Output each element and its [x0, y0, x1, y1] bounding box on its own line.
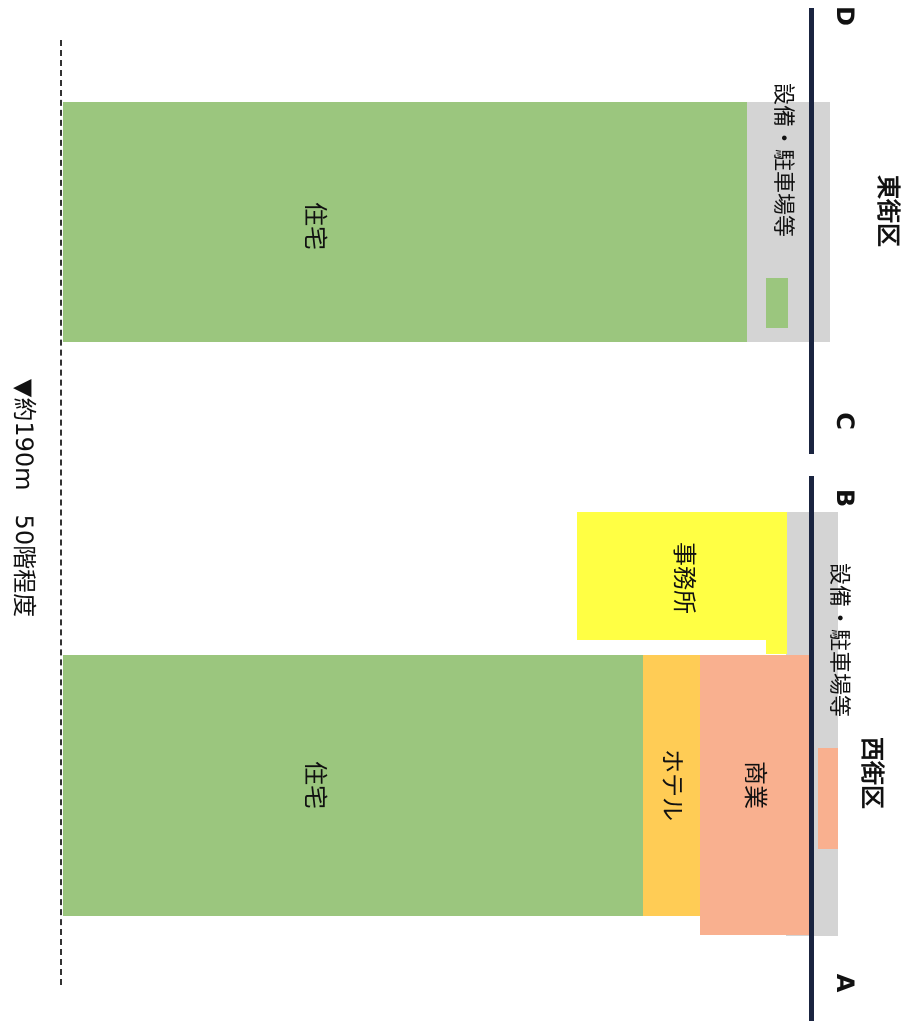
- point-b-label: B: [831, 488, 859, 508]
- east-facilities-label: 設備・駐車場等: [770, 82, 795, 238]
- west-commercial-annex: [818, 748, 838, 849]
- east-ground-line: [809, 8, 814, 454]
- west-residential-block: [63, 655, 643, 916]
- west-facilities-label: 設備・駐車場等: [826, 562, 851, 718]
- height-label: ▼約190m 50階程度: [10, 378, 38, 618]
- west-office-connector: [766, 640, 787, 654]
- point-c-label: C: [831, 412, 859, 430]
- east-residential-annex: [766, 278, 788, 328]
- point-a-label: A: [831, 973, 859, 993]
- west-commercial-block: [700, 655, 810, 935]
- east-facilities-block: [746, 102, 830, 342]
- west-residential-label: 住宅: [301, 761, 329, 809]
- west-hotel-label: ホテル: [658, 749, 686, 821]
- west-office-block: [577, 512, 787, 640]
- west-ground-line: [809, 476, 814, 1021]
- west-hotel-block: [643, 655, 701, 916]
- east-residential-block: [63, 102, 747, 342]
- height-reference-line: [60, 40, 62, 985]
- point-d-label: D: [831, 6, 859, 26]
- west-commercial-label: 商業: [741, 761, 769, 809]
- west-district-label: 西街区: [858, 737, 886, 809]
- east-district-label: 東街区: [874, 175, 902, 247]
- west-office-label: 事務所: [670, 542, 698, 614]
- east-residential-label: 住宅: [301, 202, 329, 250]
